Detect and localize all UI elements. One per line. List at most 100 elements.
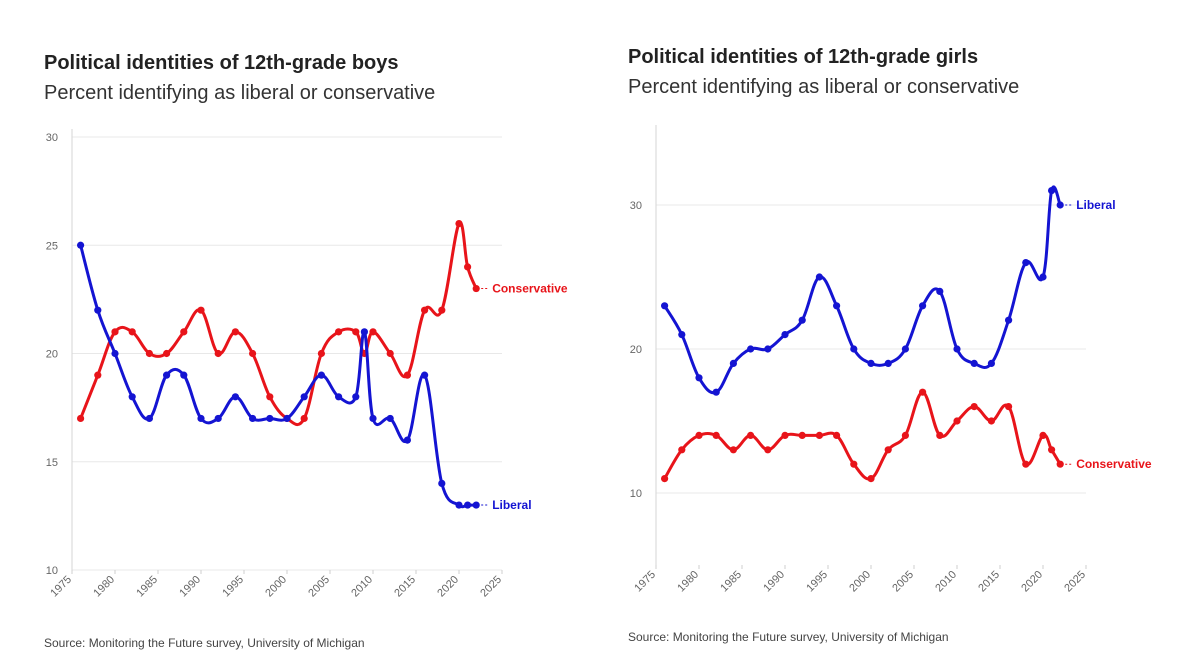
boys-liberal-point bbox=[111, 349, 119, 358]
boys-liberal-point bbox=[266, 414, 274, 423]
girls-conservative-series-label: Conservative bbox=[1076, 457, 1152, 471]
girls-x-tick-label: 1990 bbox=[761, 569, 787, 595]
girls-liberal-point bbox=[712, 388, 720, 396]
boys-conservative-point bbox=[249, 349, 257, 358]
boys-y-tick-label: 15 bbox=[46, 457, 58, 469]
boys-liberal-point bbox=[464, 501, 472, 509]
girls-liberal-point bbox=[764, 345, 772, 353]
girls-conservative-point bbox=[1039, 431, 1047, 439]
boys-liberal-point bbox=[231, 393, 239, 401]
boys-liberal-point bbox=[128, 393, 136, 401]
boys-x-tick-label: 2000 bbox=[263, 574, 289, 600]
boys-conservative-point bbox=[180, 328, 188, 336]
boys-chart-subtitle: Percent identifying as liberal or conser… bbox=[44, 82, 436, 104]
boys-y-tick-label: 25 bbox=[46, 240, 58, 252]
girls-liberal-point bbox=[1022, 259, 1030, 267]
girls-liberal-point bbox=[901, 345, 909, 353]
girls-x-tick-label: 1995 bbox=[804, 569, 830, 595]
girls-liberal-point bbox=[747, 345, 755, 353]
boys-liberal-point bbox=[214, 414, 222, 423]
girls-liberal-series-label: Liberal bbox=[1076, 198, 1115, 212]
boys-conservative-point bbox=[317, 349, 325, 358]
girls-conservative-point bbox=[850, 460, 858, 468]
boys-conservative-point bbox=[464, 263, 472, 271]
girls-conservative-point bbox=[747, 431, 755, 439]
boys-liberal-point bbox=[163, 371, 171, 379]
boys-conservative-point bbox=[369, 328, 377, 336]
girls-liberal-point bbox=[781, 331, 789, 339]
girls-liberal-point bbox=[729, 359, 737, 367]
boys-liberal-point bbox=[352, 393, 360, 401]
girls-liberal-point bbox=[695, 374, 703, 382]
boys-conservative-point bbox=[94, 371, 102, 379]
girls-y-tick-label: 20 bbox=[630, 344, 642, 356]
girls-liberal-point bbox=[970, 359, 978, 367]
girls-conservative-point bbox=[815, 431, 823, 439]
boys-liberal-point bbox=[386, 414, 394, 423]
girls-y-tick-label: 10 bbox=[630, 488, 642, 500]
girls-liberal-point bbox=[1039, 273, 1047, 281]
girls-conservative-point bbox=[781, 431, 789, 439]
girls-conservative-point bbox=[1048, 446, 1056, 454]
girls-liberal-point bbox=[919, 302, 927, 310]
girls-x-tick-label: 2025 bbox=[1062, 569, 1088, 595]
boys-conservative-point bbox=[421, 306, 429, 314]
boys-conservative-series-label: Conservative bbox=[492, 282, 568, 296]
girls-liberal-point bbox=[798, 316, 806, 324]
boys-liberal-point bbox=[438, 479, 446, 487]
girls-liberal-point bbox=[850, 345, 858, 353]
girls-conservative-point bbox=[798, 431, 806, 439]
boys-conservative-point bbox=[145, 349, 153, 358]
girls-x-tick-label: 2020 bbox=[1019, 569, 1045, 595]
girls-conservative-point bbox=[729, 446, 737, 454]
boys-conservative-point bbox=[455, 220, 463, 228]
girls-conservative-point bbox=[953, 417, 961, 425]
boys-y-tick-label: 20 bbox=[46, 349, 58, 361]
boys-chart-title: Political identities of 12th-grade boys bbox=[44, 52, 399, 74]
boys-x-tick-label: 2005 bbox=[306, 574, 332, 600]
boys-liberal-point bbox=[421, 371, 429, 379]
boys-conservative-point bbox=[163, 349, 171, 358]
girls-x-tick-label: 2000 bbox=[847, 569, 873, 595]
boys-liberal-point bbox=[369, 414, 377, 423]
girls-conservative-point bbox=[919, 388, 927, 396]
girls-liberal-point bbox=[987, 359, 995, 367]
girls-liberal-point bbox=[833, 302, 841, 310]
boys-liberal-point bbox=[360, 328, 368, 336]
girls-chart-title: Political identities of 12th-grade girls bbox=[628, 46, 979, 68]
boys-liberal-series-label: Liberal bbox=[492, 498, 531, 512]
girls-conservative-point bbox=[1005, 403, 1013, 411]
boys-chart-source: Source: Monitoring the Future survey, Un… bbox=[44, 636, 365, 650]
boys-liberal-point bbox=[283, 414, 291, 423]
boys-x-tick-label: 1985 bbox=[134, 574, 160, 600]
girls-y-tick-label: 30 bbox=[630, 200, 642, 212]
girls-conservative-point bbox=[712, 431, 720, 439]
boys-liberal-point bbox=[145, 414, 153, 423]
boys-conservative-point bbox=[352, 328, 360, 336]
girls-conservative-point bbox=[987, 417, 995, 425]
boys-conservative-point bbox=[386, 349, 394, 358]
girls-conservative-point bbox=[764, 446, 772, 454]
boys-liberal-point bbox=[300, 393, 308, 401]
boys-conservative-point bbox=[214, 349, 222, 358]
boys-conservative-point bbox=[77, 414, 85, 423]
girls-conservative-point bbox=[884, 446, 892, 454]
boys-x-tick-label: 2025 bbox=[478, 574, 504, 600]
girls-conservative-point bbox=[867, 475, 875, 483]
girls-conservative-point bbox=[936, 431, 944, 439]
boys-liberal-point bbox=[317, 371, 325, 379]
boys-liberal-point bbox=[94, 306, 102, 314]
boys-liberal-point bbox=[472, 501, 480, 509]
boys-x-tick-label: 2010 bbox=[349, 574, 375, 600]
girls-conservative-point bbox=[1022, 460, 1030, 468]
boys-liberal-point bbox=[455, 501, 463, 509]
boys-conservative-point bbox=[472, 284, 480, 293]
girls-conservative-point bbox=[901, 431, 909, 439]
boys-conservative-point bbox=[128, 328, 136, 336]
girls-liberal-point bbox=[953, 345, 961, 353]
boys-x-tick-label: 2020 bbox=[435, 574, 461, 600]
boys-liberal-point bbox=[197, 414, 205, 423]
girls-liberal-point bbox=[815, 273, 823, 281]
boys-conservative-point bbox=[111, 328, 119, 336]
boys-x-tick-label: 2015 bbox=[392, 574, 418, 600]
